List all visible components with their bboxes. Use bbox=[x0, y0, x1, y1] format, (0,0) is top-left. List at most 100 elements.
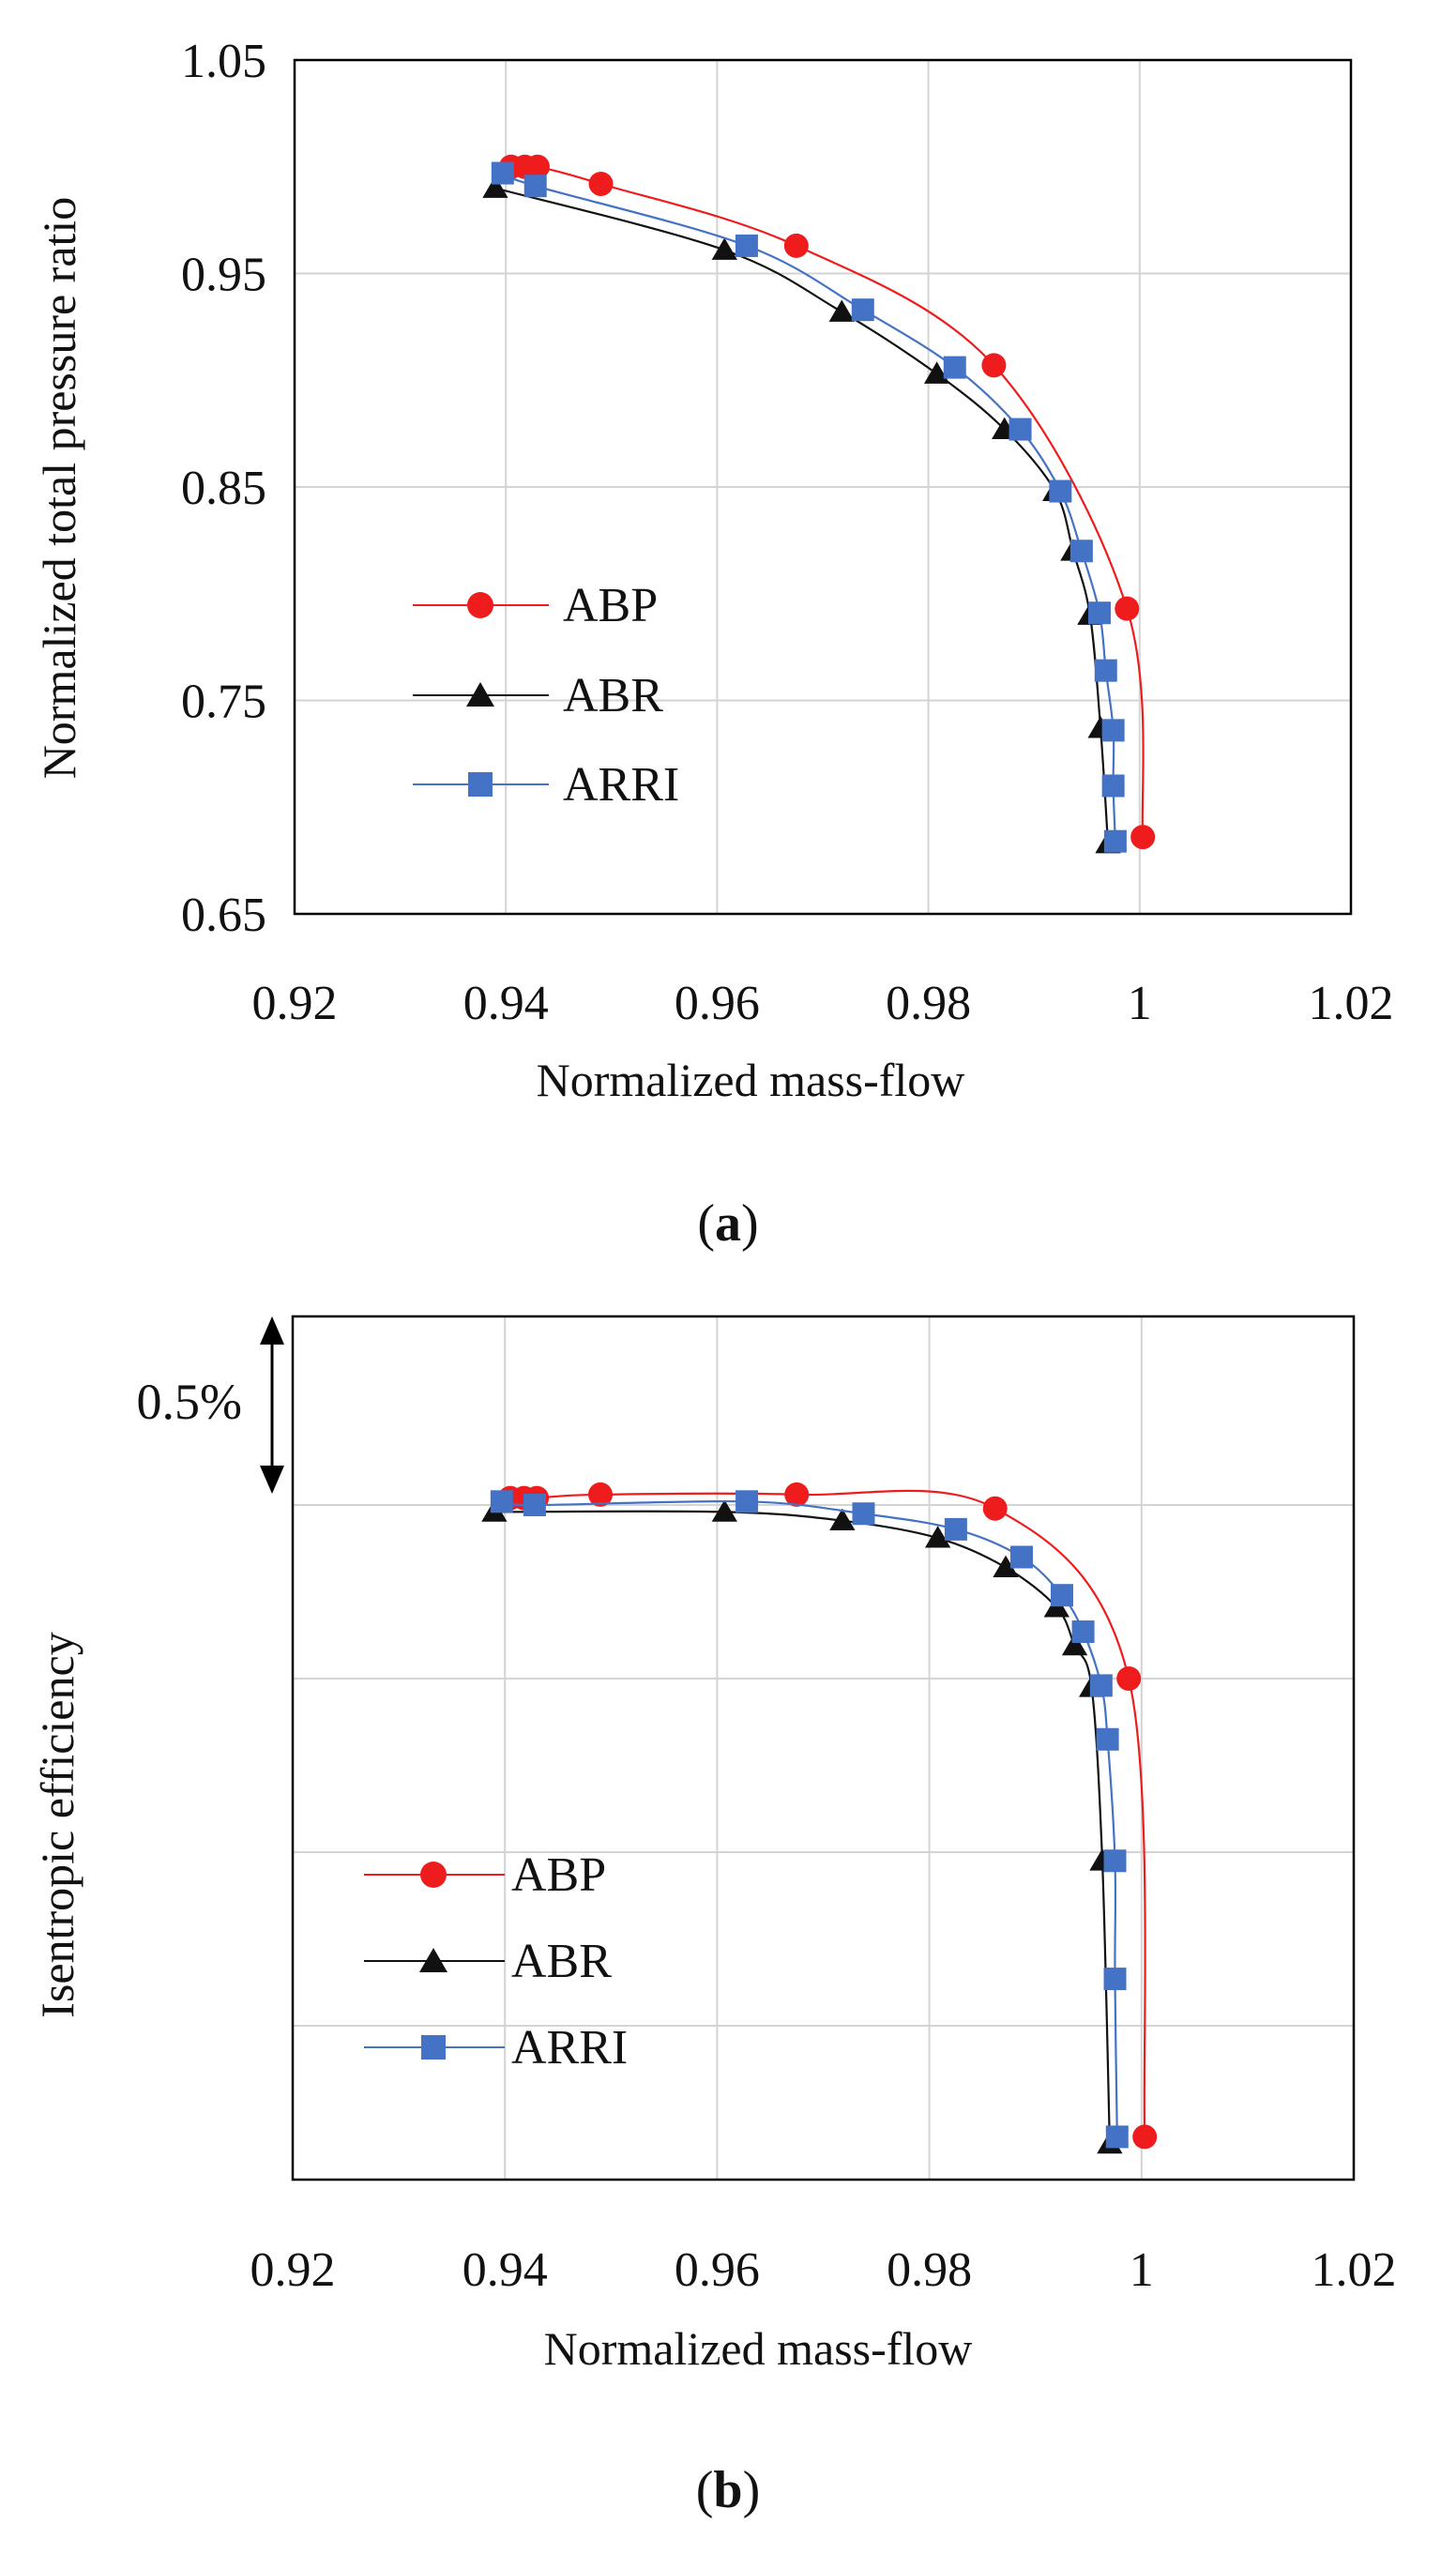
a-x-tick-label: 0.96 bbox=[675, 977, 760, 1030]
a-point-arri bbox=[1101, 774, 1125, 798]
a-point-abp bbox=[1130, 825, 1156, 850]
a-point-abp bbox=[588, 171, 614, 196]
b-point-abp bbox=[982, 1496, 1008, 1521]
a-y-tick-label: 1.05 bbox=[181, 35, 266, 88]
b-point-arri bbox=[1103, 1849, 1127, 1873]
b-point-arri bbox=[1089, 1674, 1113, 1697]
b-point-arri bbox=[1050, 1584, 1073, 1607]
a-point-arri bbox=[1094, 659, 1117, 682]
b-legend-label-abr: ABR bbox=[511, 1935, 612, 1988]
b-point-abr bbox=[829, 1508, 856, 1531]
b-point-abp bbox=[587, 1482, 613, 1507]
a-point-abp bbox=[1115, 596, 1140, 621]
b-point-arri bbox=[944, 1517, 967, 1541]
b-plot-frame bbox=[291, 1315, 1356, 2182]
b-point-arri bbox=[1096, 1727, 1119, 1751]
a-series-layer bbox=[482, 154, 1156, 854]
a-legend-label-abp: ABP bbox=[563, 579, 658, 632]
a-point-abr bbox=[711, 237, 737, 260]
a-y-tick-label: 0.75 bbox=[181, 676, 266, 729]
b-legend-item-abp: ABP bbox=[364, 1848, 606, 1902]
b-panel-letter: b bbox=[713, 2461, 742, 2519]
a-point-arri bbox=[1088, 601, 1112, 625]
a-series-line-arri bbox=[502, 172, 1116, 842]
a-point-abr bbox=[482, 175, 508, 198]
a-point-arri bbox=[1101, 719, 1125, 742]
a-y-tick-labels: 0.65 0.75 0.85 0.95 1.05 bbox=[181, 35, 266, 942]
a-x-tick-label: 1 bbox=[1128, 977, 1152, 1030]
b-legend-label-arri: ARRI bbox=[511, 2021, 628, 2075]
a-point-arri bbox=[523, 175, 547, 198]
a-point-arri bbox=[1049, 479, 1072, 503]
b-scale-annotation: 0.5% bbox=[137, 1374, 242, 1430]
b-y-axis-label: Isentropic efficiency bbox=[31, 1632, 83, 2017]
a-point-arri bbox=[943, 356, 966, 379]
b-legend-item-arri: ARRI bbox=[364, 2021, 628, 2075]
a-x-tick-labels: 0.92 0.94 0.96 0.98 1 1.02 bbox=[252, 977, 1394, 1030]
a-legend-item-arri: ARRI bbox=[413, 758, 679, 812]
a-x-tick-label: 0.92 bbox=[252, 977, 338, 1030]
b-x-tick-labels: 0.92 0.94 0.96 0.98 1 1.02 bbox=[250, 2243, 1397, 2297]
a-y-axis-label: Normalized total pressure ratio bbox=[33, 197, 85, 780]
b-x-tick-label: 1.02 bbox=[1312, 2243, 1397, 2297]
a-series-line-abr bbox=[494, 187, 1110, 844]
b-point-arri bbox=[1009, 1545, 1033, 1569]
b-x-tick-label: 0.92 bbox=[250, 2243, 336, 2297]
b-x-tick-label: 0.96 bbox=[675, 2243, 760, 2297]
a-x-tick-label: 0.94 bbox=[463, 977, 549, 1030]
b-point-arri bbox=[1103, 1968, 1127, 1991]
b-x-tick-label: 1 bbox=[1130, 2243, 1154, 2297]
a-point-abr bbox=[828, 299, 855, 322]
a-series-abp bbox=[498, 154, 1156, 850]
a-point-abp bbox=[524, 154, 550, 179]
a-legend-item-abr: ABR bbox=[413, 669, 663, 722]
panel-a: 0.92 0.94 0.96 0.98 1 1.02 0.65 0.75 0.85 0.95 1.… bbox=[33, 35, 1394, 1253]
a-y-tick-label: 0.95 bbox=[181, 249, 266, 302]
a-point-arri bbox=[851, 298, 874, 322]
panel-b: 0.92 0.94 0.96 0.98 1 1.02 0.5% Normalized ma… bbox=[31, 1315, 1397, 2519]
b-point-abr bbox=[924, 1526, 951, 1548]
b-legend-label-abp: ABP bbox=[511, 1848, 606, 1902]
b-x-axis-label: Normalized mass-flow bbox=[544, 2322, 973, 2375]
b-scale-bar: 0.5% bbox=[137, 1316, 284, 1494]
b-point-abr bbox=[993, 1555, 1019, 1577]
a-x-axis-label: Normalized mass-flow bbox=[537, 1054, 965, 1106]
b-gridlines bbox=[293, 1316, 1354, 2180]
a-series-line-abp bbox=[510, 164, 1145, 838]
a-point-arri bbox=[1103, 829, 1127, 853]
a-point-arri bbox=[735, 234, 758, 257]
b-point-arri bbox=[1071, 1620, 1095, 1644]
a-series-arri bbox=[491, 161, 1127, 853]
b-panel-label: (b) bbox=[696, 2461, 760, 2519]
a-series-abr bbox=[482, 175, 1121, 854]
a-y-tick-label: 0.85 bbox=[181, 462, 266, 515]
b-point-arri bbox=[490, 1490, 513, 1513]
b-legend: ABP ABR ARRI bbox=[364, 1848, 628, 2075]
b-x-tick-label: 0.98 bbox=[887, 2243, 972, 2297]
b-point-abp bbox=[1116, 1666, 1142, 1691]
b-point-abp bbox=[1132, 2124, 1158, 2150]
b-legend-item-abr: ABR bbox=[364, 1935, 612, 1988]
a-x-tick-label: 1.02 bbox=[1309, 977, 1394, 1030]
a-x-tick-label: 0.98 bbox=[886, 977, 971, 1030]
b-x-tick-label: 0.94 bbox=[463, 2243, 548, 2297]
a-panel-label: (a) bbox=[697, 1194, 758, 1253]
a-legend-label-arri: ARRI bbox=[563, 758, 679, 812]
a-legend-label-abr: ABR bbox=[563, 669, 663, 722]
b-point-arri bbox=[1105, 2125, 1129, 2149]
b-point-arri bbox=[852, 1502, 875, 1526]
b-point-arri bbox=[523, 1494, 546, 1516]
a-y-tick-label: 0.65 bbox=[181, 889, 266, 942]
a-point-abp bbox=[783, 233, 809, 258]
a-point-arri bbox=[1009, 418, 1032, 441]
b-series-layer bbox=[481, 1482, 1158, 2154]
b-point-abr bbox=[1061, 1633, 1088, 1656]
a-point-abr bbox=[923, 361, 950, 384]
a-point-arri bbox=[491, 161, 514, 185]
b-series-arri bbox=[490, 1490, 1129, 2149]
a-legend: ABP ABR ARRI bbox=[413, 579, 679, 812]
b-point-abr bbox=[711, 1499, 737, 1522]
b-point-arri bbox=[736, 1490, 759, 1513]
b-point-abp bbox=[784, 1482, 810, 1507]
